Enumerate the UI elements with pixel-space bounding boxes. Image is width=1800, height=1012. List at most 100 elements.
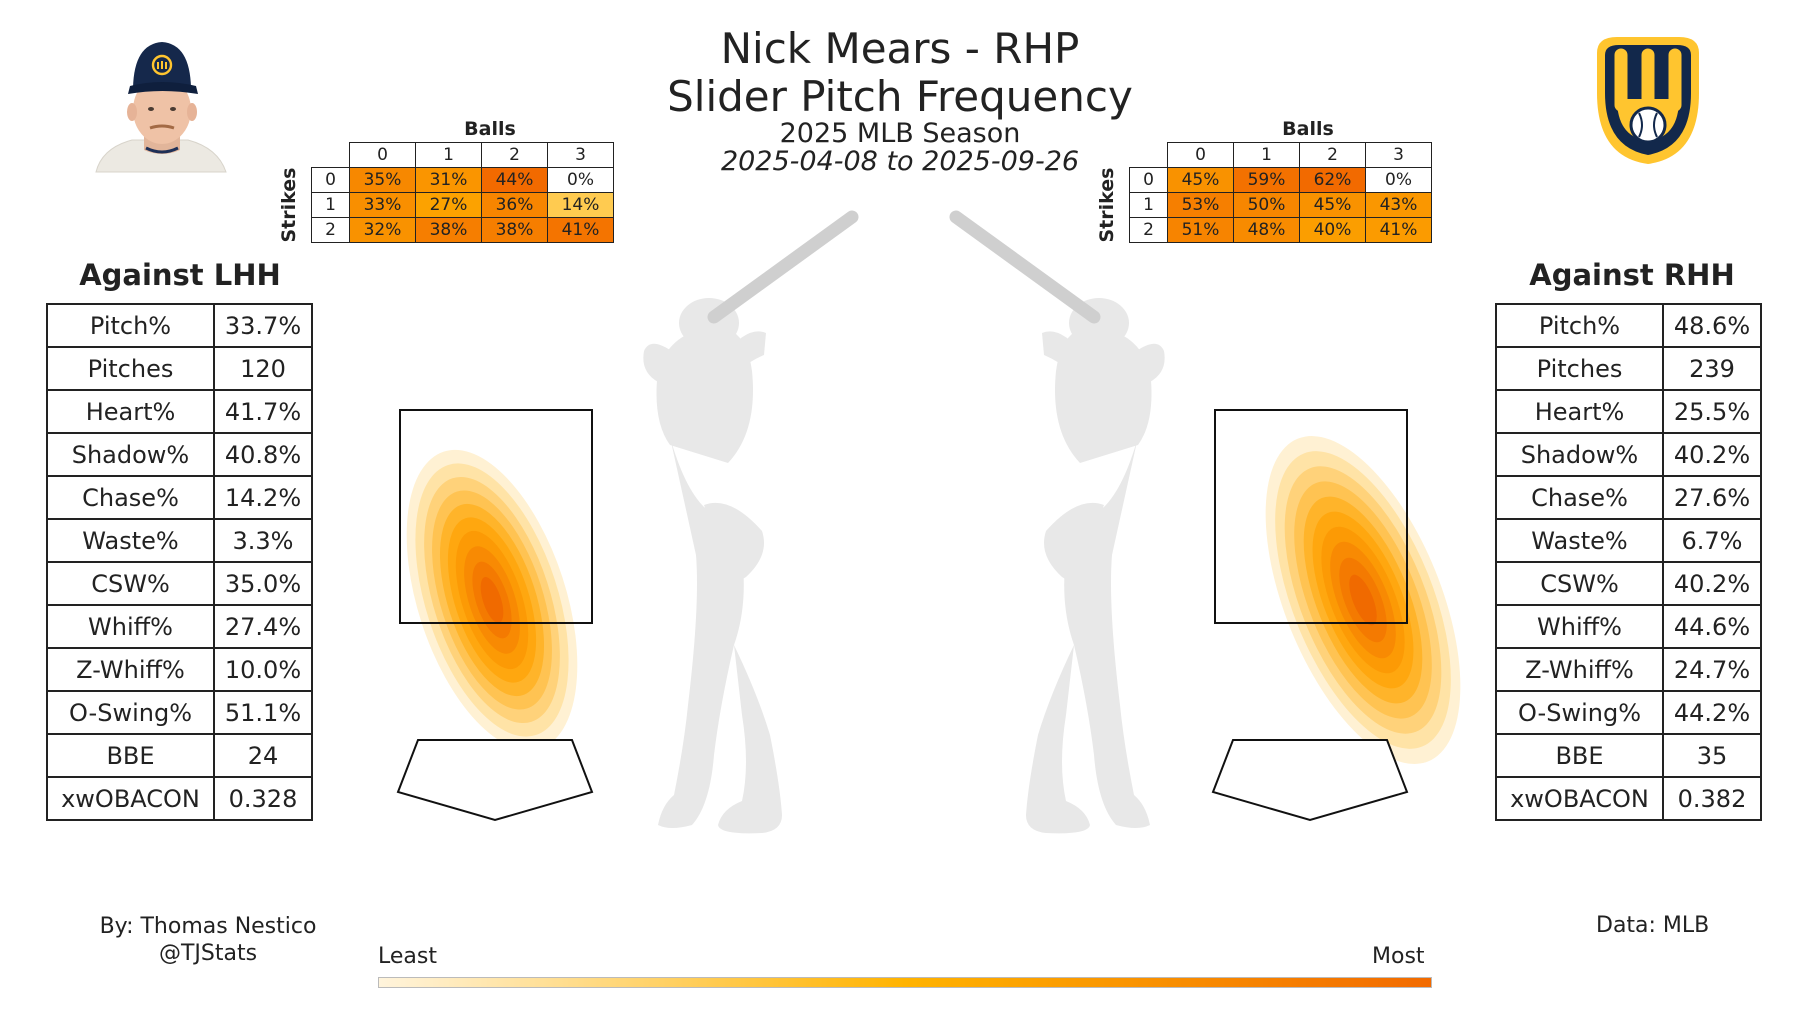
strike-row: 1 33% 27% 36% 14% [311,192,614,218]
stat-label: Whiff% [46,604,215,649]
player-headshot [92,32,232,173]
lhh-stat-row: CSW% 35.0% [46,561,313,606]
count-cell: 53% [1167,192,1234,218]
stat-label: O-Swing% [46,690,215,735]
count-cell: 0% [1365,167,1432,193]
stat-label: Shadow% [46,432,215,477]
stat-value: 0.382 [1662,776,1762,821]
count-cell: 45% [1167,167,1234,193]
strike-count-header: 0 [1129,167,1168,193]
stat-label: O-Swing% [1495,690,1664,735]
lhh-count-table-block: Balls Strikes 0 1 2 3 0 35% 31% 44% 0% 1 33% 27% 36%… [275,118,625,253]
stat-value: 0.328 [213,776,313,821]
stat-label: Heart% [46,389,215,434]
stat-label: Heart% [1495,389,1664,434]
ball-count-header: 1 [1233,142,1300,168]
ball-count-header: 3 [1365,142,1432,168]
count-cell: 41% [547,217,614,243]
stat-label: Chase% [46,475,215,520]
rhh-stat-row: CSW% 40.2% [1495,561,1762,606]
stat-value: 40.8% [213,432,313,477]
count-cell: 14% [547,192,614,218]
stat-label: BBE [46,733,215,778]
strike-count-header: 1 [311,192,350,218]
home-plate [1211,739,1409,822]
rhh-heatmap [1211,409,1461,822]
stat-label: Shadow% [1495,432,1664,477]
lhh-stat-row: Heart% 41.7% [46,389,313,434]
stat-label: Z-Whiff% [1495,647,1664,692]
stat-label: Pitch% [1495,303,1664,348]
chart-title: Nick Mears - RHP [720,24,1080,73]
ball-count-header: 0 [1167,142,1234,168]
cap-logo-icon [151,54,173,76]
ball-count-header: 2 [481,142,548,168]
lhh-count-table: 0 1 2 3 0 35% 31% 44% 0% 1 33% 27% 36% 14% 2 32% 38% 38% 4… [311,142,614,243]
stat-value: 35 [1662,733,1762,778]
count-cell: 44% [481,167,548,193]
count-cell: 40% [1299,217,1366,243]
rhh-stat-row: Chase% 27.6% [1495,475,1762,520]
stat-value: 44.6% [1662,604,1762,649]
count-cell: 43% [1365,192,1432,218]
colorbar [378,977,1432,988]
right-batter-silhouette [949,210,1165,834]
lhh-stat-row: Waste% 3.3% [46,518,313,563]
lhh-heatmap [396,409,594,822]
stat-value: 6.7% [1662,518,1762,563]
rhh-density-contours [1265,436,1461,764]
rhh-stat-row: Pitch% 48.6% [1495,303,1762,348]
count-cell: 62% [1299,167,1366,193]
ball-count-header: 3 [547,142,614,168]
stat-value: 24.7% [1662,647,1762,692]
stat-label: Waste% [46,518,215,563]
ball-count-header: 0 [349,142,416,168]
count-cell: 45% [1299,192,1366,218]
count-cell: 0% [547,167,614,193]
corner-blank [1130,143,1168,168]
date-range: 2025-04-08 to 2025-09-26 [720,146,1080,177]
rhh-stat-row: Z-Whiff% 24.7% [1495,647,1762,692]
stat-value: 14.2% [213,475,313,520]
lhh-density-contours [406,449,578,751]
stat-label: Pitches [46,346,215,391]
lhh-stat-row: O-Swing% 51.1% [46,690,313,735]
rhh-stats-table: Pitch% 48.6% Pitches 239 Heart% 25.5% Shadow% 4… [1495,303,1762,821]
data-source: Data: MLB [1596,913,1710,938]
rhh-stat-row: xwOBACON 0.382 [1495,776,1762,821]
count-cell: 31% [415,167,482,193]
rhh-stat-row: BBE 35 [1495,733,1762,778]
lhh-stat-row: Whiff% 27.4% [46,604,313,649]
ball-count-header: 1 [415,142,482,168]
stat-label: CSW% [46,561,215,606]
rhh-count-table: 0 1 2 3 0 45% 59% 62% 0% 1 53% 50% 45% 43% 2 51% 48% 40% 4… [1129,142,1432,243]
stat-value: 25.5% [1662,389,1762,434]
credit-handle: @TJStats [158,941,258,966]
strike-row: 1 53% 50% 45% 43% [1129,192,1432,218]
count-cell: 38% [415,217,482,243]
stat-value: 33.7% [213,303,313,348]
strike-row: 0 45% 59% 62% 0% [1129,167,1432,193]
stat-value: 239 [1662,346,1762,391]
lhh-stat-row: Chase% 14.2% [46,475,313,520]
strike-count-header: 0 [311,167,350,193]
strike-zone [399,409,593,624]
team-logo [1597,37,1699,164]
stat-label: Pitches [1495,346,1664,391]
count-cell: 32% [349,217,416,243]
bat-icon [707,210,859,324]
stat-label: Waste% [1495,518,1664,563]
credit-author: By: Thomas Nestico [99,914,317,939]
count-cell: 50% [1233,192,1300,218]
stat-value: 24 [213,733,313,778]
stat-label: BBE [1495,733,1664,778]
colorbar-low-label: Least [378,944,437,969]
lhh-stats-table: Pitch% 33.7% Pitches 120 Heart% 41.7% Shadow% 4… [46,303,313,821]
stat-label: xwOBACON [46,776,215,821]
stat-label: xwOBACON [1495,776,1664,821]
stat-value: 40.2% [1662,432,1762,477]
stat-label: Pitch% [46,303,215,348]
stat-value: 3.3% [213,518,313,563]
